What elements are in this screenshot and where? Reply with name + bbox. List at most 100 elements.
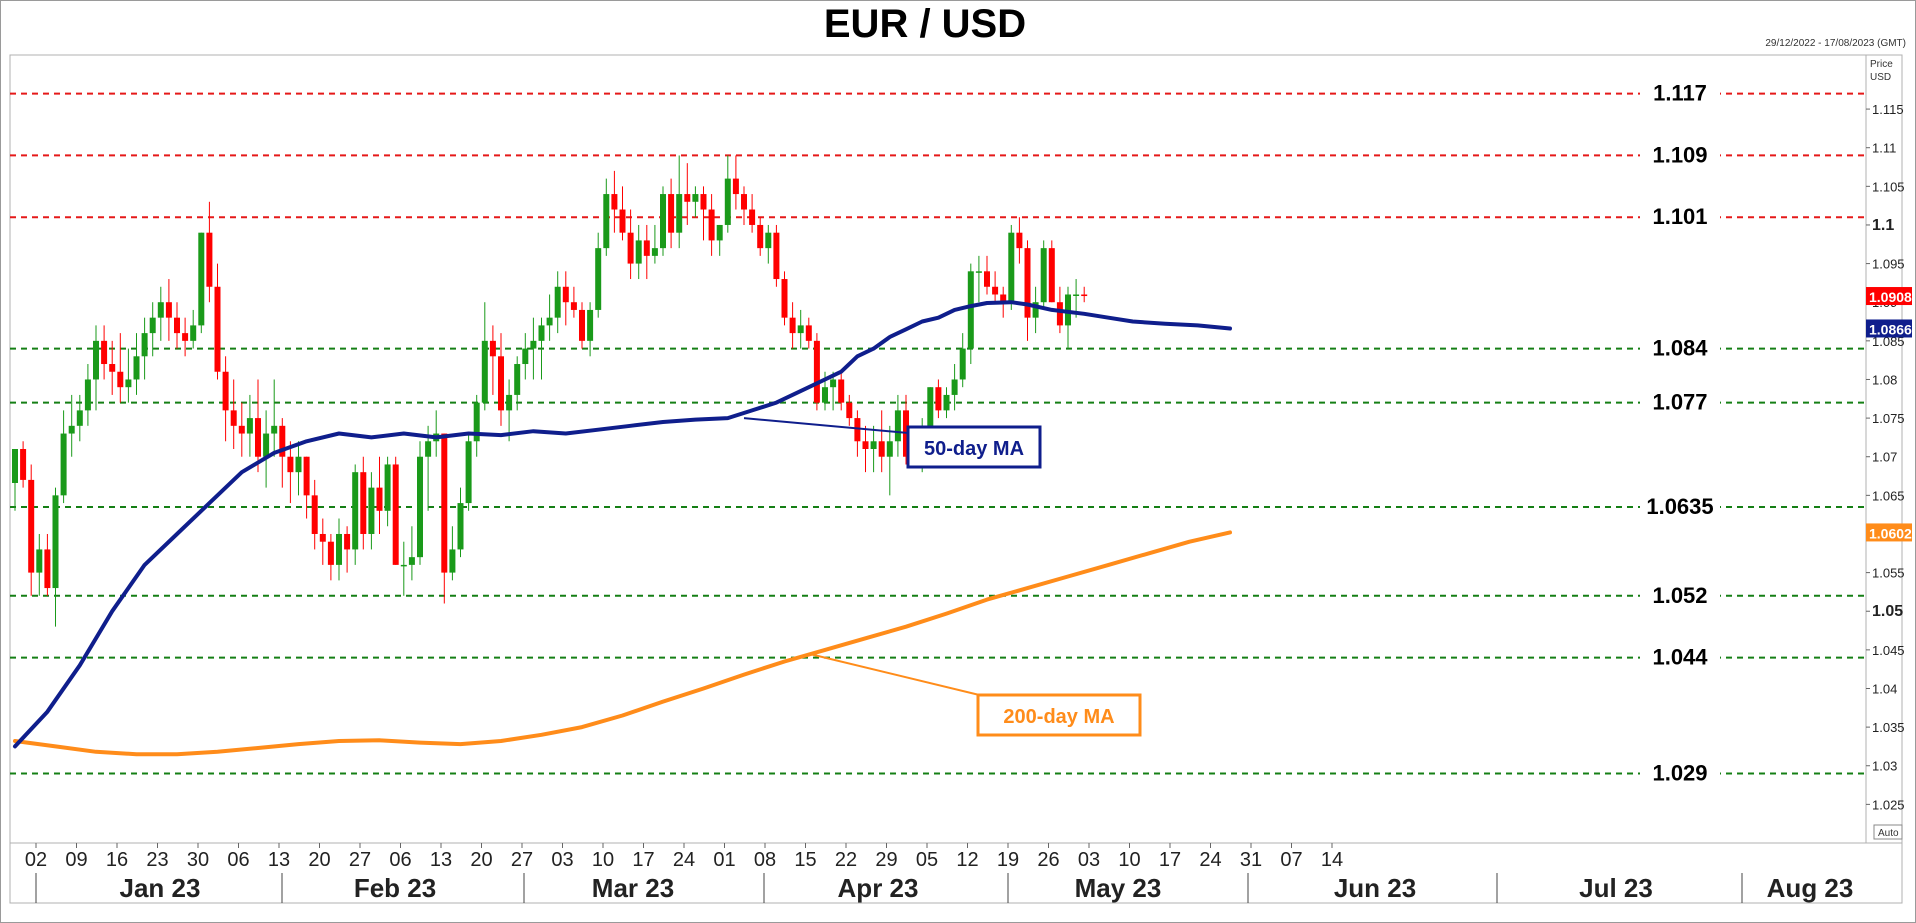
candle-body [60, 433, 67, 496]
x-day-label: 09 [65, 849, 87, 871]
x-day-label: 24 [673, 849, 695, 871]
level-label: 1.117 [1653, 81, 1707, 106]
candle-body [635, 240, 642, 264]
y-tick-label: 1.07 [1872, 450, 1897, 465]
candle-body [1073, 294, 1080, 296]
candle-body [76, 410, 83, 426]
y-tick-label: 1.055 [1872, 566, 1905, 581]
candle-body [400, 564, 407, 567]
key-levels: 1.117 1.109 1.101 1.084 1.077 1.0635 1.052 1.04… [10, 80, 1866, 787]
auto-label: Auto [1878, 828, 1899, 839]
ma200-callout-box [976, 693, 1142, 737]
x-day-label: 14 [1321, 849, 1343, 871]
candle-body [165, 302, 172, 318]
ma200-leader [808, 652, 1001, 701]
candle-body [336, 533, 342, 565]
candle-body [295, 456, 302, 473]
level-label: 1.084 [1652, 336, 1708, 361]
x-month-label: Feb 23 [354, 873, 436, 903]
level-label-bg [1640, 582, 1720, 609]
x-day-label: 23 [146, 849, 168, 871]
x-day-label: 30 [187, 849, 209, 871]
candle-body [854, 418, 861, 442]
x-day-label: 20 [308, 849, 330, 871]
level-label: 1.0635 [1646, 494, 1713, 519]
x-day-label: 27 [349, 849, 371, 871]
candle-body [514, 364, 521, 395]
candle-body [52, 495, 59, 589]
candle-body [984, 271, 990, 287]
candle-body [846, 402, 853, 419]
candle-body [182, 333, 189, 341]
ma200-line [13, 530, 1232, 757]
candle-body [473, 402, 480, 442]
candle-body [595, 248, 602, 310]
candle-body [344, 533, 351, 550]
price-tag [1866, 287, 1912, 306]
y-tick-label: 1.035 [1872, 720, 1905, 735]
candle-body [506, 394, 513, 411]
candle-body [360, 472, 367, 534]
date-range: 29/12/2022 - 17/08/2023 (GMT) [1765, 38, 1906, 49]
price-tag-label: 1.0602 [1869, 525, 1912, 541]
x-day-label: 02 [25, 849, 47, 871]
candle-body [651, 248, 658, 256]
candle-body [36, 549, 43, 573]
candle-body [133, 356, 140, 380]
ma200-callout-label: 200-day MA [1003, 706, 1114, 728]
x-day-label: 06 [389, 849, 411, 871]
candle-body [198, 232, 205, 326]
candle-body [660, 194, 666, 249]
candle-body [1008, 232, 1015, 303]
candle-body [311, 495, 318, 534]
date-axis: 02 09 16 23 30 06 13 20 27 06 13 20 27 03 10 17 24 01 08 15… [25, 843, 1853, 903]
candle-body [246, 418, 253, 434]
candle-body [773, 232, 780, 280]
price-axis: Price USD 1.025 1.03 1.035 1.04 1.045 1.05 1.055… [1866, 59, 1912, 840]
candle-body [190, 325, 197, 341]
candle-body [287, 456, 294, 473]
candle-body [481, 340, 488, 403]
candle-body [425, 441, 432, 457]
x-day-label: 08 [754, 849, 776, 871]
candle-body [230, 410, 237, 426]
candle-body [943, 394, 950, 411]
candle-body [546, 317, 553, 326]
x-month-label: May 23 [1075, 873, 1162, 903]
candle-body [109, 364, 116, 372]
candle-body [579, 309, 585, 341]
candle-body [862, 441, 869, 449]
x-day-label: 20 [470, 849, 492, 871]
candles [12, 155, 1088, 627]
candle-body [417, 456, 423, 558]
x-month-label: Jul 23 [1579, 873, 1653, 903]
y-tick-label: 1.03 [1872, 759, 1897, 774]
x-day-label: 06 [227, 849, 249, 871]
candle-body [757, 224, 764, 249]
x-day-label: 24 [1199, 849, 1221, 871]
candle-body [716, 224, 723, 241]
candle-body [441, 433, 448, 573]
candle-body [319, 533, 326, 542]
candle-body [327, 541, 334, 565]
candle-body [668, 194, 675, 233]
x-month-label: Apr 23 [838, 873, 919, 903]
candle-body [951, 379, 958, 395]
candle-body [587, 309, 594, 341]
y-tick-label: 1.045 [1872, 643, 1905, 658]
auto-box [1873, 824, 1903, 840]
candle-body [141, 333, 148, 357]
candle-body [93, 340, 99, 380]
candle-body [1000, 294, 1007, 303]
candle-body [992, 286, 999, 295]
ma50-callout-label: 50-day MA [924, 438, 1024, 460]
x-month-label: Jan 23 [120, 873, 201, 903]
price-tag [1866, 319, 1912, 338]
candle-body [1032, 302, 1039, 318]
level-label: 1.052 [1652, 583, 1707, 608]
level-label: 1.101 [1652, 204, 1707, 229]
candle-body [627, 232, 634, 264]
candle-body [741, 194, 747, 210]
x-day-label: 13 [268, 849, 290, 871]
